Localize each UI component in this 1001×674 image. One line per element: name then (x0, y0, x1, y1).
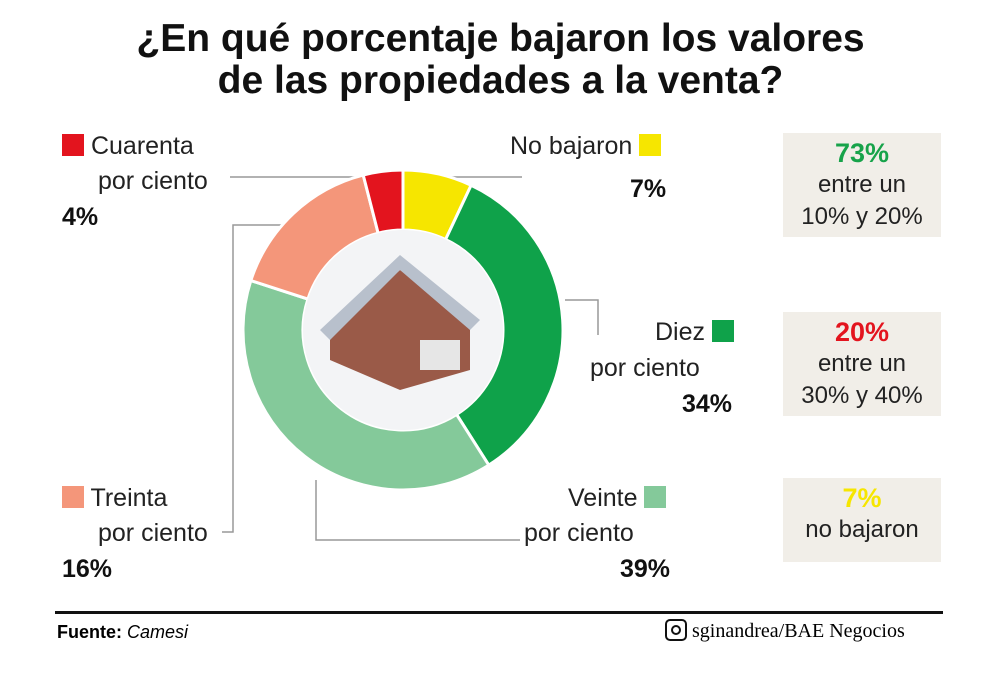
label-treinta-2: por ciento (98, 519, 208, 547)
pct-no-bajaron: 7% (630, 175, 667, 203)
summary-box-7: 7% no bajaron (783, 478, 941, 562)
title-line-2: de las propiedades a la venta? (217, 59, 784, 102)
pct-cuarenta: 4% (62, 203, 99, 231)
summary-text: 30% y 40% (801, 382, 923, 409)
pct-veinte: 39% (620, 555, 671, 583)
source: Fuente: Camesi (57, 622, 189, 642)
label-veinte: Veinte (568, 482, 667, 514)
legend-swatch-light-green (644, 486, 667, 508)
summary-text: no bajaron (805, 516, 919, 543)
credit: sginandrea/BAE Negocios (665, 619, 905, 643)
label-no-bajaron: No bajaron (510, 130, 662, 162)
chart-title: ¿En qué porcentaje bajaron los valores d… (0, 18, 1001, 102)
label-cuarenta-2: por ciento (98, 167, 208, 195)
label-cuarenta: Cuarenta (62, 130, 194, 162)
summary-value: 7% (842, 483, 882, 513)
summary-text: entre un (817, 350, 907, 377)
pct-diez: 34% (682, 390, 733, 418)
summary-value: 20% (834, 317, 890, 347)
summary-box-73: 73% entre un 10% y 20% (783, 133, 941, 237)
house-icon (320, 255, 480, 390)
legend-swatch-dark-green (711, 320, 734, 342)
label-diez-2: por ciento (590, 354, 700, 382)
pct-treinta: 16% (62, 555, 113, 583)
legend-swatch-yellow (639, 134, 662, 156)
label-treinta: Treinta (62, 482, 167, 514)
summary-box-20: 20% entre un 30% y 40% (783, 312, 941, 416)
instagram-icon (665, 619, 687, 641)
legend-swatch-salmon (62, 486, 84, 508)
footer-divider (55, 611, 943, 614)
legend-swatch-red (62, 134, 84, 156)
label-diez: Diez (655, 316, 734, 348)
summary-text: 10% y 20% (801, 203, 923, 230)
summary-text: entre un (817, 171, 907, 198)
summary-value: 73% (834, 138, 890, 168)
label-veinte-2: por ciento (524, 519, 634, 547)
title-line-1: ¿En qué porcentaje bajaron los valores (136, 17, 865, 60)
